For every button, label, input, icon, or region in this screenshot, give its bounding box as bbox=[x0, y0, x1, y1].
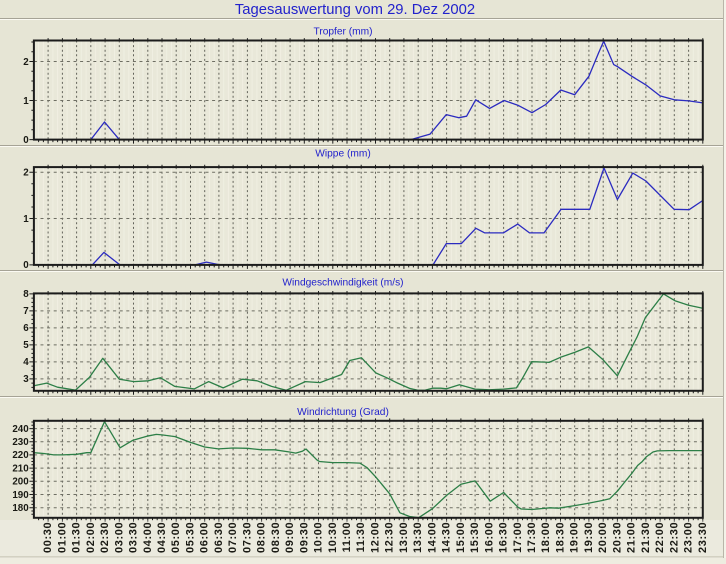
svg-text:15:30: 15:30 bbox=[469, 522, 481, 553]
svg-text:06:30: 06:30 bbox=[213, 522, 225, 553]
svg-text:13:00: 13:00 bbox=[398, 522, 410, 553]
svg-text:Windrichtung (Grad): Windrichtung (Grad) bbox=[297, 407, 389, 418]
svg-text:19:00: 19:00 bbox=[569, 522, 581, 553]
svg-text:20:30: 20:30 bbox=[611, 522, 623, 553]
svg-text:17:00: 17:00 bbox=[512, 522, 524, 553]
svg-text:05:00: 05:00 bbox=[170, 522, 182, 553]
svg-text:09:30: 09:30 bbox=[298, 522, 310, 553]
svg-text:12:00: 12:00 bbox=[370, 522, 382, 553]
svg-text:14:30: 14:30 bbox=[441, 522, 453, 553]
svg-text:18:00: 18:00 bbox=[540, 522, 552, 553]
svg-text:10:30: 10:30 bbox=[327, 522, 339, 553]
svg-text:11:30: 11:30 bbox=[355, 522, 367, 553]
svg-text:02:30: 02:30 bbox=[99, 522, 111, 553]
svg-text:11:00: 11:00 bbox=[341, 522, 353, 553]
svg-text:21:00: 21:00 bbox=[626, 522, 638, 553]
svg-text:04:00: 04:00 bbox=[142, 522, 154, 553]
svg-text:240: 240 bbox=[12, 424, 29, 435]
svg-text:07:00: 07:00 bbox=[227, 522, 239, 553]
svg-text:13:30: 13:30 bbox=[412, 522, 424, 553]
svg-text:Tagesauswertung vom 29. Dez 20: Tagesauswertung vom 29. Dez 2002 bbox=[235, 2, 475, 18]
svg-text:23:00: 23:00 bbox=[683, 522, 695, 553]
svg-text:2: 2 bbox=[23, 57, 29, 68]
svg-text:1: 1 bbox=[23, 214, 29, 225]
svg-text:20:00: 20:00 bbox=[597, 522, 609, 553]
svg-text:19:30: 19:30 bbox=[583, 522, 595, 553]
svg-text:16:30: 16:30 bbox=[498, 522, 510, 553]
svg-text:07:30: 07:30 bbox=[241, 522, 253, 553]
svg-text:08:30: 08:30 bbox=[270, 522, 282, 553]
svg-text:Wippe (mm): Wippe (mm) bbox=[315, 149, 370, 160]
svg-text:12:30: 12:30 bbox=[384, 522, 396, 553]
svg-text:2: 2 bbox=[23, 168, 29, 179]
svg-text:0: 0 bbox=[23, 135, 29, 146]
svg-text:200: 200 bbox=[12, 477, 29, 488]
svg-text:230: 230 bbox=[12, 437, 29, 448]
svg-text:22:00: 22:00 bbox=[654, 522, 666, 553]
svg-text:04:30: 04:30 bbox=[156, 522, 168, 553]
svg-text:00:30: 00:30 bbox=[42, 522, 54, 553]
svg-text:Windgeschwindigkeit (m/s): Windgeschwindigkeit (m/s) bbox=[282, 278, 403, 289]
svg-text:08:00: 08:00 bbox=[256, 522, 268, 553]
svg-text:09:00: 09:00 bbox=[284, 522, 296, 553]
svg-text:17:30: 17:30 bbox=[526, 522, 538, 553]
svg-text:7: 7 bbox=[23, 306, 29, 317]
svg-text:23:30: 23:30 bbox=[697, 522, 709, 553]
svg-text:22:30: 22:30 bbox=[668, 522, 680, 553]
svg-text:1: 1 bbox=[23, 96, 29, 107]
svg-text:220: 220 bbox=[12, 450, 29, 461]
svg-text:5: 5 bbox=[23, 340, 29, 351]
svg-text:10:00: 10:00 bbox=[313, 522, 325, 553]
svg-text:210: 210 bbox=[12, 463, 29, 474]
svg-text:180: 180 bbox=[12, 503, 29, 514]
svg-text:4: 4 bbox=[23, 357, 29, 368]
svg-text:05:30: 05:30 bbox=[185, 522, 197, 553]
svg-text:06:00: 06:00 bbox=[199, 522, 211, 553]
svg-text:0: 0 bbox=[23, 260, 29, 271]
svg-text:Tropfer (mm): Tropfer (mm) bbox=[313, 27, 372, 38]
svg-text:14:00: 14:00 bbox=[426, 522, 438, 553]
svg-text:03:30: 03:30 bbox=[128, 522, 140, 553]
svg-text:15:00: 15:00 bbox=[455, 522, 467, 553]
svg-text:16:00: 16:00 bbox=[483, 522, 495, 553]
svg-text:190: 190 bbox=[12, 490, 29, 501]
svg-text:21:30: 21:30 bbox=[640, 522, 652, 553]
svg-text:8: 8 bbox=[23, 289, 29, 300]
svg-text:03:00: 03:00 bbox=[113, 522, 125, 553]
svg-text:18:30: 18:30 bbox=[555, 522, 567, 553]
svg-text:01:30: 01:30 bbox=[71, 522, 83, 553]
svg-text:3: 3 bbox=[23, 374, 29, 385]
svg-text:01:00: 01:00 bbox=[56, 522, 68, 553]
svg-text:02:00: 02:00 bbox=[85, 522, 97, 553]
svg-text:6: 6 bbox=[23, 323, 29, 334]
